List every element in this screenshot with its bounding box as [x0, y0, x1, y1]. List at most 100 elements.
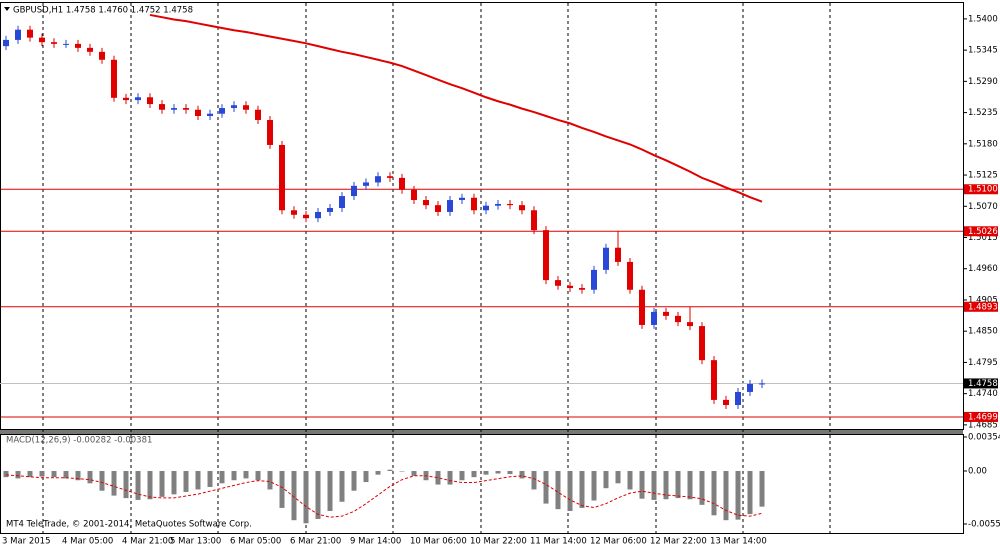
x-tick-label: 5 Mar 13:00: [170, 537, 221, 547]
y-tick-label: 1.4685: [968, 420, 998, 430]
candle-body: [699, 326, 705, 361]
indicator-title: MACD(12,26,9) -0.00282 -0.00381: [6, 436, 152, 446]
candle-body: [375, 176, 381, 183]
y-tick-label: 1.4795: [968, 358, 998, 368]
x-tick-label: 3 Mar 2015: [2, 537, 50, 547]
macd-signal-line: [5, 474, 763, 518]
plot-layer: 1.5400 1.5345 1.5290 1.5235 1.5180 1.5125 1.50…: [0, 13, 1000, 547]
candle-body: [123, 97, 129, 101]
level-label: 1.5026: [968, 227, 998, 237]
level-label: 1.4893: [968, 302, 998, 312]
macd-bar: [111, 471, 117, 496]
candle-body: [351, 185, 357, 197]
candle-body: [363, 182, 369, 186]
macd-bar: [195, 471, 201, 490]
macd-bar: [363, 471, 369, 483]
period-separators: [42, 3, 831, 533]
candle-body: [447, 200, 453, 212]
candle-body: [147, 97, 153, 105]
macd-bar: [339, 471, 345, 502]
macd-bar: [255, 471, 261, 481]
candle-body: [627, 261, 633, 290]
macd-bar: [99, 471, 105, 491]
macd-bar: [327, 471, 333, 511]
macd-bar: [3, 471, 9, 478]
macd-bar: [375, 471, 381, 475]
y-tick-label: 1.5015: [968, 233, 998, 243]
level-label-box: [964, 301, 998, 312]
moving-average-line: [149, 13, 763, 203]
macd-bar: [63, 471, 69, 479]
candle-body: [387, 176, 393, 178]
macd-bar: [291, 471, 297, 521]
candle-body: [183, 108, 189, 110]
level-label-box: [964, 184, 998, 195]
x-tick-label: 6 Mar 21:00: [290, 537, 341, 547]
x-tick-label: 4 Mar 21:00: [122, 537, 173, 547]
main-panel-frame: [0, 2, 964, 430]
candle-body: [591, 269, 597, 290]
macd-bar: [579, 471, 585, 508]
macd-bar: [315, 471, 321, 519]
candle-body: [231, 105, 237, 109]
candle-body: [507, 204, 513, 206]
macd-bar: [135, 471, 141, 500]
candle-body: [747, 384, 753, 392]
macd-bar: [687, 471, 693, 500]
candle-body: [87, 47, 93, 52]
macd-y-tick-label: -0.00551: [968, 519, 1000, 529]
macd-bar: [303, 471, 309, 524]
macd-bar: [219, 471, 225, 484]
macd-bar: [351, 471, 357, 491]
y-tick-label: 1.4740: [968, 389, 998, 399]
candle-body: [207, 113, 213, 116]
candle-body: [435, 205, 441, 212]
macd-bar: [183, 471, 189, 492]
candle-body: [471, 197, 477, 211]
candle-body: [411, 189, 417, 201]
macd-bar: [675, 471, 681, 499]
macd-bar: [471, 471, 477, 478]
candle-body: [111, 59, 117, 98]
candle-body: [51, 42, 57, 44]
macd-bar: [207, 471, 213, 487]
macd-bar: [531, 471, 537, 490]
macd-bar: [747, 471, 753, 515]
candle-body: [735, 391, 741, 406]
macd-bar: [447, 471, 453, 485]
candle-body: [555, 280, 561, 286]
candle-body: [651, 311, 657, 325]
copyright: MT4 TeleTrade, © 2001-2014, MetaQuotes S…: [6, 520, 252, 530]
macd-y-tick-label: 0.00: [968, 467, 987, 477]
y-tick-label: 1.4850: [968, 327, 998, 337]
candle-body: [39, 37, 45, 43]
candle-body: [339, 196, 345, 208]
y-tick-label: 1.5125: [968, 171, 998, 181]
indicator-panel-frame: [0, 434, 964, 534]
macd-bar: [123, 471, 129, 499]
candle-body: [579, 288, 585, 290]
macd-bar: [603, 471, 609, 489]
candle-body: [15, 29, 21, 40]
candle-body: [195, 109, 201, 116]
macd-bar: [567, 471, 573, 511]
x-tick-label: 10 Mar 06:00: [410, 537, 467, 547]
macd-bar: [555, 471, 561, 510]
candle-body: [135, 97, 141, 101]
candle-body: [531, 210, 537, 231]
x-tick-label: 11 Mar 14:00: [530, 537, 587, 547]
level-label-box: [964, 411, 998, 422]
macd-bar: [267, 471, 273, 490]
macd-bar: [663, 471, 669, 500]
macd-bar: [39, 471, 45, 477]
candle-body: [519, 205, 525, 211]
y-tick-label: 1.5345: [968, 46, 998, 56]
macd-bar: [279, 471, 285, 508]
last-price-box: [964, 378, 998, 389]
level-label: 1.5100: [968, 185, 998, 195]
candle-body: [543, 230, 549, 281]
macd-bar: [171, 471, 177, 495]
candle-body: [423, 200, 429, 206]
